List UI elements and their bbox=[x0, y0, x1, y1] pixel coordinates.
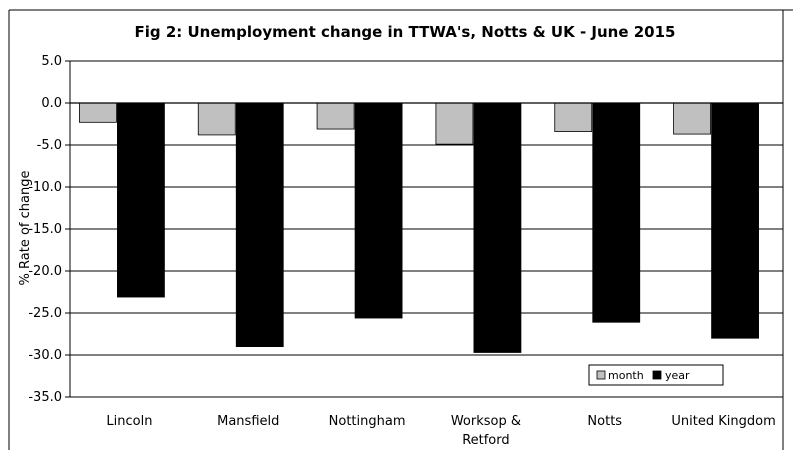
bar-year bbox=[235, 102, 284, 348]
legend-label-month: month bbox=[608, 369, 644, 382]
legend-swatch-year bbox=[652, 370, 662, 380]
plot-area-border bbox=[69, 60, 784, 398]
bar-year bbox=[711, 102, 759, 339]
bar-year bbox=[592, 102, 641, 323]
legend: month year bbox=[588, 364, 724, 386]
x-category-label: Lincoln bbox=[106, 414, 152, 429]
legend-swatch-month bbox=[596, 370, 606, 380]
y-tick-labels: 5.0 0.0 -5.0 -10.0 -15.0 -20.0 -25.0 -30.0 -35.0 bbox=[28, 54, 70, 405]
y-tick-label: -15.0 bbox=[28, 222, 62, 237]
y-axis-label: % Rate of change bbox=[18, 171, 33, 286]
x-category-label: United Kingdom bbox=[671, 414, 775, 429]
bar-month bbox=[554, 102, 593, 132]
x-category-label: Worksop & Retford bbox=[451, 414, 521, 448]
x-category-labels: Lincoln Mansfield Nottingham Worksop & Retfo… bbox=[106, 414, 775, 448]
y-tick-label: 5.0 bbox=[41, 54, 62, 69]
bar-year bbox=[354, 102, 403, 319]
bar-year bbox=[117, 102, 165, 298]
y-tick-label: 0.0 bbox=[41, 96, 62, 111]
chart-title: Fig 2: Unemployment change in TTWA's, No… bbox=[135, 23, 676, 41]
y-tick-label: -25.0 bbox=[28, 306, 62, 321]
y-tick-label: -20.0 bbox=[28, 264, 62, 279]
bar-month bbox=[197, 102, 236, 136]
y-tick-label: -30.0 bbox=[28, 348, 62, 363]
bar-month bbox=[79, 102, 117, 123]
y-tick-label: -5.0 bbox=[37, 138, 62, 153]
bar-month bbox=[316, 102, 355, 130]
bar-month bbox=[435, 102, 474, 145]
x-category-label: Nottingham bbox=[329, 414, 406, 429]
x-category-label: Mansfield bbox=[217, 414, 279, 429]
y-tick-label: -10.0 bbox=[28, 180, 62, 195]
bars bbox=[79, 102, 759, 353]
x-category-label: Notts bbox=[587, 414, 622, 429]
bar-month bbox=[673, 102, 711, 135]
y-tick-label: -35.0 bbox=[28, 390, 62, 405]
bar-year bbox=[473, 102, 522, 353]
legend-label-year: year bbox=[665, 369, 690, 382]
